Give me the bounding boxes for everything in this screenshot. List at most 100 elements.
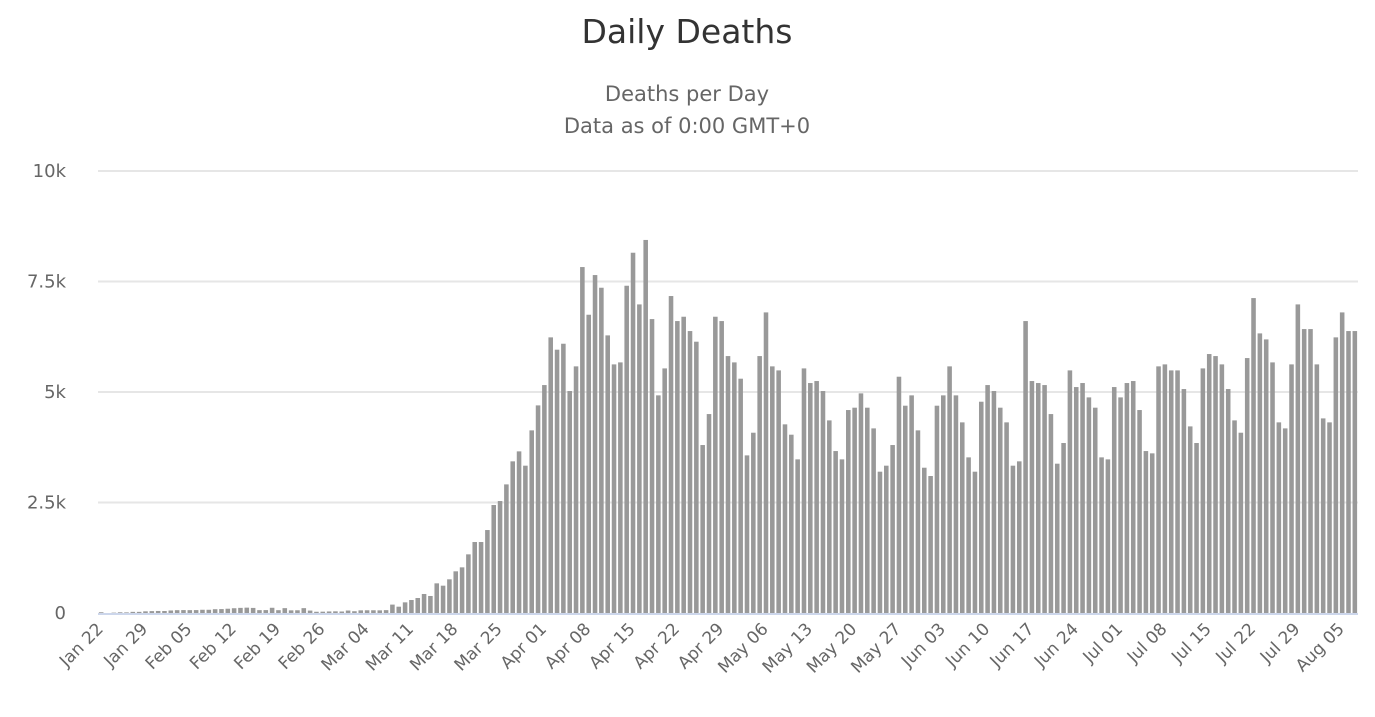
bar[interactable] <box>415 598 420 613</box>
bar[interactable] <box>593 275 598 613</box>
bar[interactable] <box>428 596 433 613</box>
bar[interactable] <box>523 466 528 613</box>
bar[interactable] <box>504 484 509 613</box>
bar[interactable] <box>422 594 427 613</box>
bar[interactable] <box>574 366 579 613</box>
bar[interactable] <box>821 391 826 613</box>
bar[interactable] <box>529 430 534 613</box>
bar[interactable] <box>700 445 705 613</box>
bar[interactable] <box>175 610 180 613</box>
bar[interactable] <box>200 610 205 613</box>
bar[interactable] <box>650 319 655 613</box>
bar[interactable] <box>536 405 541 613</box>
bar[interactable] <box>308 611 313 613</box>
bar[interactable] <box>339 612 344 614</box>
bar[interactable] <box>188 610 193 613</box>
bar[interactable] <box>118 612 123 613</box>
bar[interactable] <box>1220 364 1225 613</box>
bar[interactable] <box>966 457 971 613</box>
bar[interactable] <box>384 610 389 613</box>
bar[interactable] <box>1036 383 1041 613</box>
bar[interactable] <box>719 321 724 613</box>
bar[interactable] <box>656 395 661 613</box>
bar[interactable] <box>713 317 718 613</box>
bar[interactable] <box>1315 364 1320 613</box>
bar[interactable] <box>371 610 376 613</box>
bar[interactable] <box>814 381 819 613</box>
bar[interactable] <box>1125 383 1130 613</box>
bar[interactable] <box>738 379 743 613</box>
bar[interactable] <box>358 610 363 613</box>
bar[interactable] <box>726 356 731 613</box>
bar[interactable] <box>567 391 572 613</box>
bar[interactable] <box>498 501 503 613</box>
bar[interactable] <box>1131 381 1136 613</box>
bar[interactable] <box>992 391 997 613</box>
bar[interactable] <box>865 408 870 613</box>
bar[interactable] <box>669 296 674 613</box>
bar[interactable] <box>466 554 471 613</box>
bar[interactable] <box>871 428 876 613</box>
bar[interactable] <box>1207 354 1212 613</box>
bar[interactable] <box>637 304 642 613</box>
bar[interactable] <box>808 383 813 613</box>
bar[interactable] <box>1321 418 1326 613</box>
bar[interactable] <box>1251 298 1256 613</box>
bar[interactable] <box>194 610 199 613</box>
bar[interactable] <box>1245 358 1250 613</box>
bar[interactable] <box>1068 370 1073 613</box>
bar[interactable] <box>1087 397 1092 613</box>
bar[interactable] <box>612 364 617 613</box>
bar[interactable] <box>1112 387 1117 613</box>
bar[interactable] <box>1270 362 1275 613</box>
bar[interactable] <box>232 608 237 613</box>
bar[interactable] <box>302 608 307 613</box>
bar[interactable] <box>859 393 864 613</box>
bar[interactable] <box>688 331 693 613</box>
bar[interactable] <box>605 335 610 613</box>
bar[interactable] <box>333 611 338 613</box>
bar[interactable] <box>751 433 756 613</box>
bar[interactable] <box>472 542 477 613</box>
bar[interactable] <box>770 366 775 613</box>
bar[interactable] <box>377 610 382 613</box>
bar[interactable] <box>833 451 838 613</box>
bar[interactable] <box>1296 304 1301 613</box>
bar[interactable] <box>441 586 446 613</box>
bar[interactable] <box>1340 312 1345 613</box>
bar[interactable] <box>181 610 186 613</box>
bar[interactable] <box>346 611 351 613</box>
bar[interactable] <box>916 430 921 613</box>
bar[interactable] <box>852 408 857 613</box>
bar[interactable] <box>1201 368 1206 613</box>
bar[interactable] <box>1277 422 1282 613</box>
bar[interactable] <box>795 459 800 613</box>
bar[interactable] <box>884 466 889 613</box>
bar[interactable] <box>878 472 883 613</box>
bar[interactable] <box>745 455 750 613</box>
bar[interactable] <box>1004 422 1009 613</box>
bar[interactable] <box>390 605 395 613</box>
bar[interactable] <box>251 608 256 613</box>
bar[interactable] <box>352 611 357 613</box>
bar[interactable] <box>732 362 737 613</box>
bar[interactable] <box>1334 337 1339 613</box>
bar[interactable] <box>517 451 522 613</box>
bar[interactable] <box>137 612 142 613</box>
bar[interactable] <box>156 611 161 613</box>
bar[interactable] <box>1137 410 1142 613</box>
bar[interactable] <box>954 395 959 613</box>
bar[interactable] <box>890 445 895 613</box>
bar[interactable] <box>979 402 984 613</box>
bar[interactable] <box>213 609 218 613</box>
bar[interactable] <box>238 608 243 613</box>
bar[interactable] <box>1194 443 1199 613</box>
bar[interactable] <box>1258 333 1263 613</box>
bar[interactable] <box>1289 364 1294 613</box>
bar[interactable] <box>631 253 636 613</box>
bar[interactable] <box>1226 389 1231 613</box>
bar[interactable] <box>1144 451 1149 613</box>
bar[interactable] <box>947 366 952 613</box>
bar[interactable] <box>802 368 807 613</box>
bar[interactable] <box>491 505 496 613</box>
